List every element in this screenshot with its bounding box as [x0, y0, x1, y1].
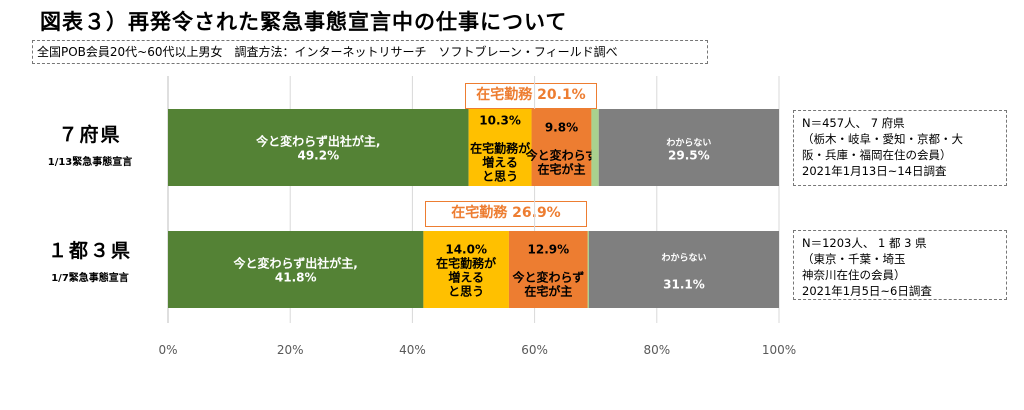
bar-2-seg-3-label-3: 今と変わらず	[511, 270, 584, 285]
bar-2-seg-5	[588, 231, 779, 308]
bar-1-seg-4	[591, 109, 599, 186]
bar-2-seg-2-label-3: 増える	[448, 270, 484, 285]
survey-note: 全国POB会員20代~60代以上男女 調査方法：インターネットリサーチ ソフトブ…	[32, 40, 708, 64]
callout-telework-1: 在宅勤務 20.1%	[465, 83, 597, 109]
callout-telework-2: 在宅勤務 26.9%	[425, 201, 587, 227]
x-tick-label-2: 40%	[399, 343, 426, 357]
note-box-1: N＝457人、 7 府県 （栃木・岐阜・愛知・京都・大 阪・兵庫・福岡在住の会員…	[793, 110, 1007, 186]
bar-2-seg-3-label-1: 12.9%	[528, 243, 570, 257]
bar-2-seg-5-label-1: わからない	[661, 253, 706, 264]
bar-1-seg-3	[531, 109, 592, 186]
x-tick-label-3: 60%	[521, 343, 548, 357]
bar-1-seg-2	[468, 109, 532, 186]
bar-1-seg-1-label-2: 49.2%	[297, 149, 339, 163]
bar-1-seg-2-label-5: と思う	[482, 170, 518, 184]
bar-1-seg-2-label-1: 10.3%	[479, 114, 521, 128]
bar-1-seg-3-label-3: 今と変わらず	[525, 148, 598, 163]
bar-1-seg-5-label-2: 29.5%	[668, 149, 710, 163]
x-tick-label-1: 20%	[277, 343, 304, 357]
bar-1-seg-3-label-4: 在宅が主	[537, 162, 585, 177]
bar-1-seg-5-label-1: わからない	[666, 138, 711, 149]
bar-2-seg-2	[423, 231, 509, 308]
bar-2-seg-1-label-2: 41.8%	[275, 271, 317, 285]
bar-2-seg-1-label-1: 今と変わらず出社が主,	[233, 256, 358, 271]
bar-1-seg-2-label-3: 在宅勤務が	[470, 141, 530, 156]
chart-title: 図表３）再発令された緊急事態宣言中の仕事について	[40, 10, 568, 34]
bar-2-seg-3-label-4: 在宅が主	[524, 284, 572, 299]
bar-2-seg-2-label-4: と思う	[448, 285, 484, 299]
bar-1-seg-3-label-1: 9.8%	[545, 121, 578, 135]
bar-2-seg-2-label-2: 在宅勤務が	[436, 256, 496, 271]
row-label-2-sub: 1/7緊急事態宣言	[51, 273, 129, 284]
x-tick-label-0: 0%	[158, 343, 177, 357]
bar-1-seg-1	[168, 109, 469, 186]
bar-1-seg-1-label-1: 今と変わらず出社が主,	[255, 134, 380, 149]
x-tick-label-4: 80%	[643, 343, 670, 357]
row-label-2-title: １都３県	[47, 240, 132, 262]
row-label-2: １都３県 1/7緊急事態宣言	[20, 236, 160, 284]
bar-2-seg-4	[587, 231, 589, 308]
bar-2-seg-2-label-1: 14.0%	[445, 243, 487, 257]
row-label-1-sub: 1/13緊急事態宣言	[47, 157, 133, 168]
bar-1-seg-5	[598, 109, 779, 186]
x-tick-label-5: 100%	[762, 343, 796, 357]
bar-2-seg-5-label-3: 31.1%	[663, 278, 705, 292]
bar-2-seg-3	[508, 231, 588, 308]
note-box-2: N＝1203人、 1 都 3 県 （東京・千葉・埼玉 神奈川在住の会員） 202…	[793, 230, 1007, 300]
row-label-1: ７府県 1/13緊急事態宣言	[20, 120, 160, 168]
bar-2-seg-1	[168, 231, 424, 308]
bar-1-seg-2-label-4: 増える	[482, 155, 518, 170]
row-label-1-title: ７府県	[58, 124, 122, 146]
